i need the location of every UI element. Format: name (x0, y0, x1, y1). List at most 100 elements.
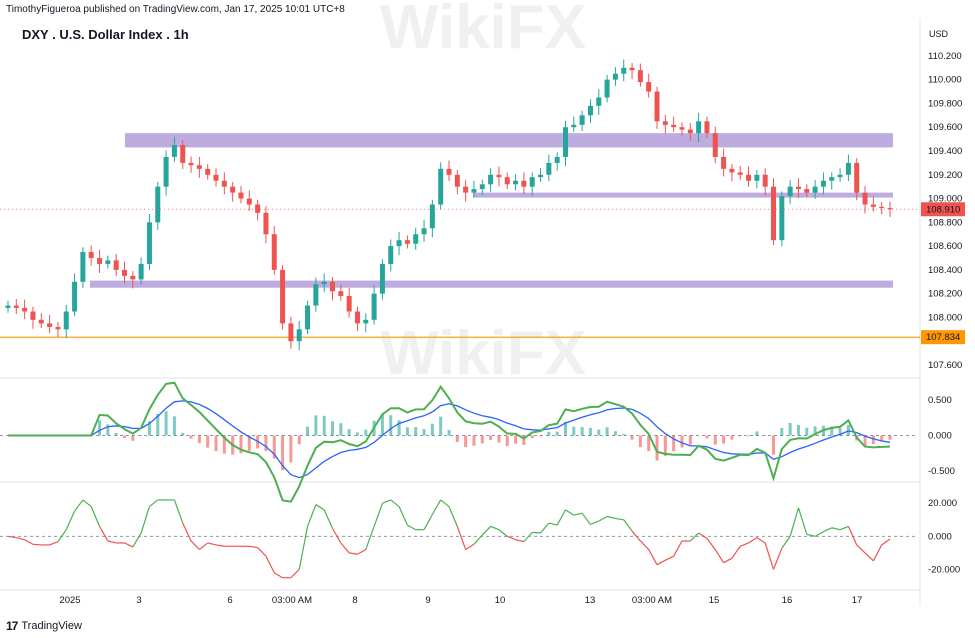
candle-body (13, 305, 19, 308)
candle-body (130, 275, 136, 280)
macd-histogram-bar (555, 431, 559, 436)
oscillator-line (481, 525, 492, 536)
candle-body (787, 186, 793, 197)
watermark-2: WikiFX (380, 319, 587, 388)
oscillator-line (598, 515, 608, 522)
oscillator-line (149, 499, 159, 508)
candle-body (255, 204, 261, 213)
candle-body (504, 177, 510, 185)
oscillator-line (698, 532, 708, 539)
oscillator-line (772, 548, 783, 570)
oscillator-line (573, 512, 583, 516)
oscillator-line (132, 532, 142, 548)
candle-body (363, 319, 369, 324)
macd-histogram-bar (622, 434, 626, 436)
candle-body (837, 174, 843, 178)
candle-body (671, 124, 677, 128)
oscillator-line (797, 507, 808, 535)
candle-body (729, 168, 735, 173)
candle-body (737, 172, 743, 175)
candle-body (180, 145, 186, 163)
macd-histogram-bar (222, 435, 226, 454)
candle-body (637, 70, 643, 83)
oscillator-line (831, 527, 841, 531)
candle-body (629, 67, 635, 71)
oscillator-line (173, 499, 184, 524)
oscillator-line (249, 545, 258, 549)
candle-body (388, 246, 394, 264)
candle-body (762, 174, 768, 187)
macd-tick-label: -0.500 (928, 466, 955, 477)
macd-histogram-bar (597, 429, 601, 436)
oscillator-line (714, 549, 725, 564)
chart-title: DXY . U.S. Dollar Index . 1h (22, 27, 189, 42)
brand-label: TradingView (21, 620, 82, 632)
oscillator-line (781, 536, 791, 549)
candle-body (121, 269, 127, 276)
macd-histogram-bar (880, 435, 884, 442)
oscillator-line (507, 535, 516, 541)
macd-histogram-bar (364, 429, 368, 436)
y-tick-label: 109.000 (928, 194, 962, 205)
publisher-line: TimothyFigueroa published on TradingView… (6, 4, 345, 15)
candle-body (413, 234, 419, 244)
macd-histogram-bar (239, 435, 243, 454)
oscillator-line (331, 528, 342, 544)
macd-histogram-bar (813, 426, 817, 436)
macd-histogram-bar (563, 421, 567, 436)
macd-histogram-bar (705, 435, 709, 439)
last-price-label: 108.910 (926, 204, 960, 215)
oscillator-line (407, 524, 417, 531)
candle-body (396, 240, 402, 247)
oscillator-line (615, 517, 624, 521)
candle-body (321, 281, 327, 285)
macd-histogram-bar (447, 430, 451, 436)
oscillator-line (65, 510, 76, 530)
oscillator-line (556, 509, 567, 526)
oscillator-line (207, 542, 217, 546)
oscillator-line (190, 540, 200, 551)
oscillator-line (665, 555, 674, 561)
candle-body (587, 105, 593, 116)
y-tick-label: 108.400 (928, 265, 962, 276)
macd-histogram-bar (147, 421, 151, 436)
oscillator-line (373, 503, 383, 527)
oscillator-line (648, 549, 658, 566)
macd-histogram-bar (672, 435, 676, 452)
resistance-support-zone (90, 280, 893, 288)
oscillator-line (515, 539, 525, 543)
macd-histogram-bar (206, 435, 210, 448)
oscillator-tick-label: -20.000 (928, 564, 960, 575)
macd-histogram-bar (122, 435, 126, 439)
candle-body (221, 180, 227, 187)
oscillator-line (107, 540, 117, 544)
macd-histogram-bar (414, 427, 418, 436)
oscillator-line (57, 529, 67, 542)
candle-body (213, 174, 219, 181)
macd-histogram-bar (455, 435, 459, 443)
macd-signal-line (8, 400, 891, 479)
candle-body (596, 97, 602, 106)
macd-histogram-bar (339, 423, 343, 436)
oscillator-line (881, 538, 891, 546)
macd-histogram-bar (630, 435, 634, 440)
candle-body (771, 186, 777, 241)
oscillator-line (440, 499, 450, 508)
tradingview-brand: 17 TradingView (6, 619, 82, 633)
candle-body (171, 145, 177, 157)
oscillator-line (382, 499, 391, 504)
oscillator-line (856, 544, 866, 554)
oscillator-line (7, 535, 17, 539)
oscillator-line (631, 530, 641, 542)
candle-body (854, 162, 860, 193)
macd-histogram-bar (397, 420, 401, 436)
macd-histogram-bar (713, 435, 717, 445)
macd-tick-label: 0.500 (928, 395, 952, 406)
watermark-1: WikiFX (380, 0, 587, 62)
candle-body (288, 323, 294, 342)
candle-body (554, 156, 560, 163)
macd-histogram-bar (331, 421, 335, 436)
macd-histogram-bar (247, 435, 251, 451)
macd-histogram-bar (605, 427, 609, 436)
x-tick-label: 9 (425, 595, 430, 606)
